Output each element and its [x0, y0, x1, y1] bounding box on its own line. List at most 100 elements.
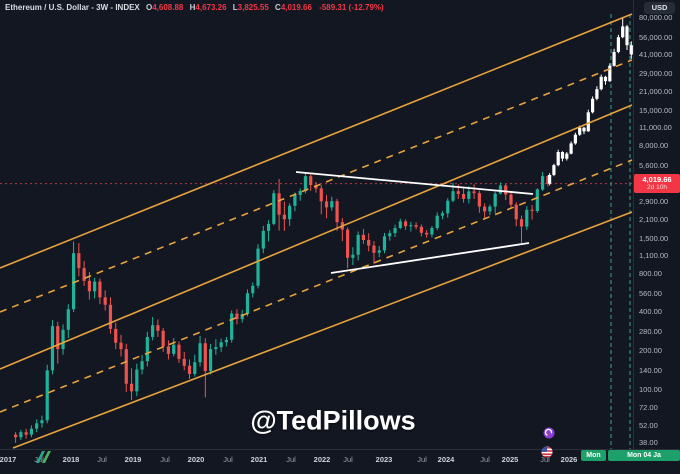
candle-body: [182, 358, 186, 366]
price-tick-label: 52.00: [639, 421, 658, 430]
price-tick-label: 72.00: [639, 403, 658, 412]
symbol-header[interactable]: Ethereum / U.S. Dollar - 3W - INDEX O4,6…: [5, 3, 384, 12]
candle-body: [409, 225, 413, 227]
candle-body: [66, 309, 70, 330]
candle-body: [108, 304, 113, 329]
price-tick-label: 280.00: [639, 327, 662, 336]
candle-body: [582, 127, 586, 132]
price-tick-label: 140.00: [639, 366, 662, 375]
time-tick-label: 2025: [501, 455, 519, 464]
price-tick-label: 800.00: [639, 269, 662, 278]
price-tick-label: 29,000.00: [639, 69, 673, 78]
candle-body: [319, 188, 323, 202]
candle-body: [440, 213, 445, 216]
candle-body: [351, 254, 355, 258]
candle-body: [608, 65, 612, 82]
candle-body: [541, 176, 545, 190]
time-tick-label: Jul: [223, 455, 233, 464]
candle-body: [456, 191, 460, 194]
candle-body: [552, 165, 556, 175]
channel-line: [0, 159, 633, 413]
price-tick-label: 1,500.00: [639, 234, 669, 243]
time-tick-label: 2020: [187, 455, 205, 464]
candle-body: [388, 233, 392, 237]
time-tick-label: 2018: [62, 455, 80, 464]
candle-body: [203, 343, 207, 372]
candle-body: [135, 369, 139, 392]
price-tick-label: 100.00: [639, 385, 662, 394]
price-tick-label: 1,100.00: [639, 251, 669, 260]
triangle-trendline: [330, 242, 530, 274]
candle-body: [430, 228, 434, 235]
candle-body: [330, 201, 334, 208]
price-tick-label: 2,900.00: [639, 197, 669, 206]
candle-body: [519, 219, 524, 227]
price-tick-label: 38.00: [639, 438, 658, 447]
candle-body: [603, 76, 608, 82]
candle-body: [586, 112, 590, 132]
last-price-label: 4,019.66 2d 10h: [634, 174, 680, 193]
time-tick-label: 2017: [0, 455, 17, 464]
price-tick-label: 11,000.00: [639, 123, 672, 132]
candle-body: [382, 236, 387, 251]
currency-button[interactable]: USD: [644, 2, 675, 14]
candle-body: [591, 98, 595, 113]
time-tick-label: 2023: [375, 455, 393, 464]
candle-body: [193, 362, 197, 374]
candle-body: [251, 285, 255, 294]
price-tick-label: 400.00: [639, 307, 662, 316]
time-tick-label: 2022: [313, 455, 331, 464]
open-key: O: [146, 3, 153, 12]
candle-body: [293, 195, 297, 206]
candle-body: [266, 223, 271, 231]
candle-body: [298, 191, 302, 195]
price-tick-label: 2,100.00: [639, 215, 669, 224]
time-tick-label: 2019: [124, 455, 142, 464]
candle-body: [425, 232, 429, 235]
candle-body: [451, 191, 455, 201]
price-tick-label: 8,000.00: [639, 141, 669, 150]
us-flag-event-icon[interactable]: [541, 446, 553, 458]
price-axis[interactable]: 80,000.00 56,000.00 41,000.00 29,000.00 21,0…: [633, 0, 680, 449]
candle-body: [288, 205, 292, 220]
candle-body: [219, 342, 223, 348]
high-key: H: [189, 3, 196, 12]
bar-countdown: 2d 10h: [647, 184, 667, 191]
candle-body: [19, 432, 23, 438]
candle-body: [245, 293, 250, 314]
candle-body: [119, 342, 123, 350]
candle-body: [93, 281, 97, 292]
open-value: 4,608.88: [152, 3, 184, 12]
vline-date-label-2: Mon 04 Ja: [608, 450, 680, 461]
candle-body: [56, 326, 60, 350]
price-tick-label: 200.00: [639, 346, 662, 355]
candle-body: [151, 325, 155, 337]
time-tick-label: Jul: [417, 455, 427, 464]
candle-body: [621, 26, 625, 38]
candle-body: [272, 193, 276, 224]
candle-body: [372, 245, 376, 253]
candle-body: [629, 45, 633, 55]
vline-date-label-1: Mon: [581, 450, 606, 461]
time-axis[interactable]: 2017 Jul 2018 Jul 2019 Jul 2020 Jul 2021 Jul 2022 J…: [0, 449, 680, 474]
price-tick-label: 15,000.00: [639, 106, 673, 115]
candle-body: [282, 214, 286, 220]
candle-body: [498, 185, 503, 194]
candle-body: [346, 229, 350, 258]
low-value: 3,825.55: [237, 3, 269, 12]
candle-body: [156, 325, 160, 331]
candle-body: [578, 127, 582, 135]
event-marker-icon[interactable]: [543, 427, 555, 439]
candle-body: [530, 209, 534, 211]
candle-body: [616, 37, 620, 52]
candle-body: [198, 343, 202, 363]
time-tick-label: Jul: [480, 455, 490, 464]
candle-body: [230, 313, 234, 340]
candle-body: [569, 143, 573, 154]
high-value: 4,673.26: [195, 3, 227, 12]
candle-body: [24, 432, 28, 435]
candle-body: [483, 206, 487, 212]
watermark-handle: @TedPillows: [250, 405, 416, 436]
